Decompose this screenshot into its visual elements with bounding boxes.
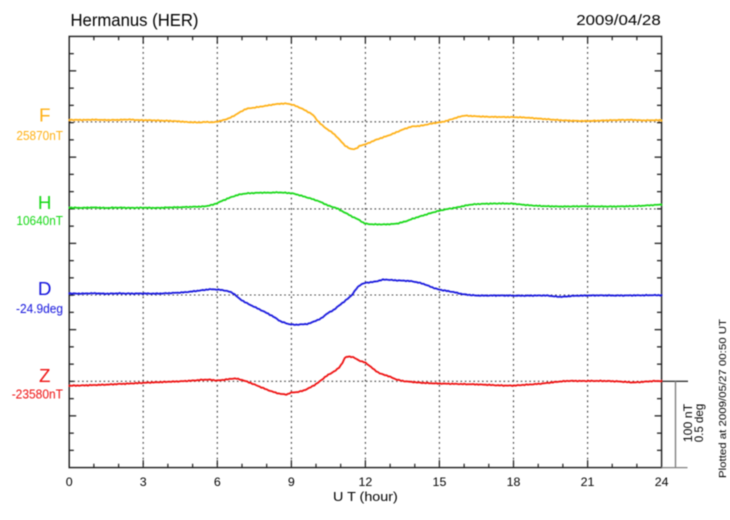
svg-text:100 nT: 100 nT: [682, 404, 695, 443]
svg-text:Plotted at 2009/05/27 00:50 UT: Plotted at 2009/05/27 00:50 UT: [717, 318, 729, 478]
svg-text:24: 24: [655, 475, 669, 489]
svg-text:6: 6: [214, 475, 221, 489]
svg-text:H: H: [38, 192, 52, 213]
svg-text:-23580nT: -23580nT: [12, 386, 63, 401]
svg-text:0.5 deg: 0.5 deg: [693, 404, 706, 443]
svg-text:-24.9deg: -24.9deg: [16, 301, 63, 316]
svg-text:18: 18: [507, 475, 521, 489]
svg-text:9: 9: [288, 475, 295, 489]
svg-text:D: D: [38, 278, 52, 299]
svg-text:15: 15: [433, 475, 447, 489]
svg-text:2009/04/28: 2009/04/28: [576, 12, 660, 29]
svg-text:Z: Z: [39, 365, 50, 386]
svg-text:25870nT: 25870nT: [16, 128, 63, 143]
svg-text:F: F: [39, 105, 50, 126]
svg-text:U T (hour): U T (hour): [333, 490, 398, 504]
svg-text:12: 12: [359, 475, 373, 489]
svg-text:3: 3: [140, 475, 147, 489]
svg-text:Hermanus (HER): Hermanus (HER): [71, 10, 199, 30]
svg-text:0: 0: [66, 475, 73, 489]
svg-text:10640nT: 10640nT: [16, 213, 63, 228]
svg-text:21: 21: [581, 475, 595, 489]
